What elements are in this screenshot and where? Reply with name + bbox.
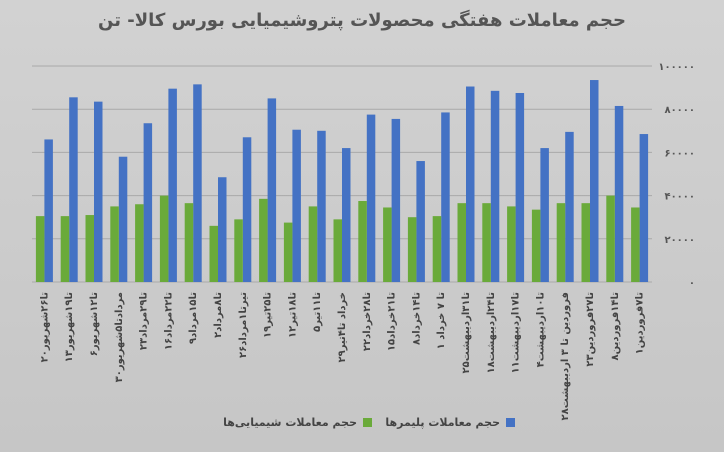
legend-label-polymers: حجم معاملات پلیمرها: [385, 416, 500, 429]
x-tick-label: ۲۹خرداد تا۴تیر: [337, 292, 348, 363]
bar-chemicals: [383, 207, 392, 282]
bar-chemicals: [507, 206, 516, 282]
y-tick-label: ۸۰۰۰۰: [664, 105, 695, 116]
bar-polymers: [292, 129, 301, 282]
bar-polymers: [118, 156, 128, 282]
x-tick-label: ۱۲تا۱۸تیر: [287, 292, 298, 338]
bar-chemicals: [209, 225, 218, 282]
bar-chemicals: [531, 209, 541, 282]
x-tick-label: ۱ تا ۷ خرداد: [436, 292, 447, 350]
bar-polymers: [391, 118, 401, 282]
bar-polymers: [614, 105, 624, 283]
bar-polymers: [69, 97, 78, 282]
x-tick-label: ۲۳تا۲۹مرداد: [139, 292, 150, 350]
y-tick-label: ۱۰۰۰۰۰: [658, 62, 695, 73]
x-tick-label: ۲۵تا۳۱اردیبهشت: [461, 292, 472, 374]
bar-polymers: [490, 90, 500, 282]
bar-polymers: [515, 93, 525, 282]
bar-polymers: [590, 80, 599, 282]
x-tick-label: ۲تا۸مرداد: [213, 292, 224, 338]
chart-title: حجم معاملات هفتگی محصولات پتروشیمیایی بو…: [98, 10, 626, 31]
bar-chemicals: [457, 203, 466, 282]
bar-chemicals: [631, 207, 640, 282]
bar-chemicals: [135, 204, 144, 282]
x-tick-label: ۱۳تا۱۹شهریور: [64, 292, 75, 363]
bar-polymers: [317, 130, 326, 282]
bar-polymers: [366, 114, 376, 282]
x-tick-label: ۸تا۱۴خرداد: [411, 292, 422, 345]
bar-chemicals: [259, 198, 268, 282]
x-tick-label: ۱۹تا۲۵تیر: [263, 292, 274, 338]
x-tick-label: ۸تا۱۴فروردین: [610, 292, 621, 361]
x-tick-label: ۵تا۱۱تیر: [312, 292, 323, 332]
bar-polymers: [143, 123, 153, 283]
bar-chemicals: [184, 203, 194, 282]
bar-chemicals: [110, 206, 119, 282]
bar-polymers: [267, 98, 277, 283]
x-tick-label: ۲۶تیرتا۱مرداد: [238, 292, 249, 358]
bar-chemicals: [35, 216, 45, 282]
x-tick-label: ۲۰تا۲۶شهریور: [39, 292, 50, 363]
bar-chemicals: [308, 206, 318, 282]
legend-swatch-polymers: [506, 418, 515, 427]
bar-polymers: [168, 88, 177, 283]
bar-chemicals: [159, 195, 169, 282]
x-tick-label: ۱۸تا۲۴اردیبهشت: [486, 292, 497, 374]
bar-chemicals: [432, 216, 442, 282]
x-tick-label: ۹تا۱۵مرداد: [188, 292, 199, 344]
legend-item-polymers: حجم معاملات پلیمرها: [385, 416, 515, 429]
bar-chemicals: [85, 215, 94, 282]
bar-chemicals: [234, 219, 243, 282]
bar-polymers: [193, 84, 202, 282]
bar-polymers: [565, 131, 574, 282]
y-tick-label: ۲۰۰۰۰: [664, 235, 695, 246]
bar-polymers: [540, 148, 549, 282]
bar-polymers: [218, 177, 227, 282]
x-tick-label: ۱تا۷فروردین: [635, 292, 646, 355]
bar-polymers: [466, 86, 475, 283]
bar-chemicals: [283, 222, 293, 282]
x-tick-label: ۲۸فروردین تا ۳ اردیبهشت: [560, 292, 571, 420]
x-tick-label: ۶تا۱۲شهریور: [89, 292, 100, 357]
x-tick-label: ۱۶تا۲۲مرداد: [163, 292, 174, 350]
x-tick-label: ۱۵تا۲۱خرداد: [387, 292, 398, 351]
y-tick-label: ۰: [689, 278, 695, 289]
bar-polymers: [441, 112, 450, 282]
legend: حجم معاملات پلیمرها حجم معاملات شیمیایی‌…: [0, 416, 724, 436]
bar-chemicals: [333, 219, 342, 282]
y-tick-label: ۶۰۰۰۰: [664, 148, 695, 159]
x-tick-label: ۳۰مردادتا۵شهریور: [114, 292, 125, 382]
legend-swatch-chemicals: [363, 418, 372, 427]
bar-polymers: [639, 134, 649, 282]
x-tick-label: ۴تا۱۰اردیبهشت: [535, 292, 546, 368]
bar-polymers: [94, 101, 103, 282]
bar-polymers: [242, 137, 252, 282]
x-tick-label: ۲۳تا۲۷فروردین: [585, 292, 596, 367]
bar-chemicals: [581, 203, 590, 282]
bar-chemicals: [60, 216, 70, 282]
bar-polymers: [342, 148, 351, 282]
legend-label-chemicals: حجم معاملات شیمیایی‌ها: [223, 416, 357, 429]
bar-chemicals: [407, 217, 417, 282]
bar-polymers: [44, 139, 53, 282]
x-tick-label: ۲۲تا۲۸خرداد: [362, 292, 373, 351]
x-tick-label: ۱۱تا۱۷اردیبهشت: [511, 292, 522, 374]
bar-chemicals: [606, 195, 615, 282]
y-tick-label: ۴۰۰۰۰: [664, 192, 695, 203]
bar-polymers: [416, 161, 425, 282]
bar-chemicals: [358, 201, 367, 282]
legend-item-chemicals: حجم معاملات شیمیایی‌ها: [223, 416, 372, 429]
bar-chemicals: [482, 203, 491, 282]
bar-chemicals: [556, 203, 566, 282]
